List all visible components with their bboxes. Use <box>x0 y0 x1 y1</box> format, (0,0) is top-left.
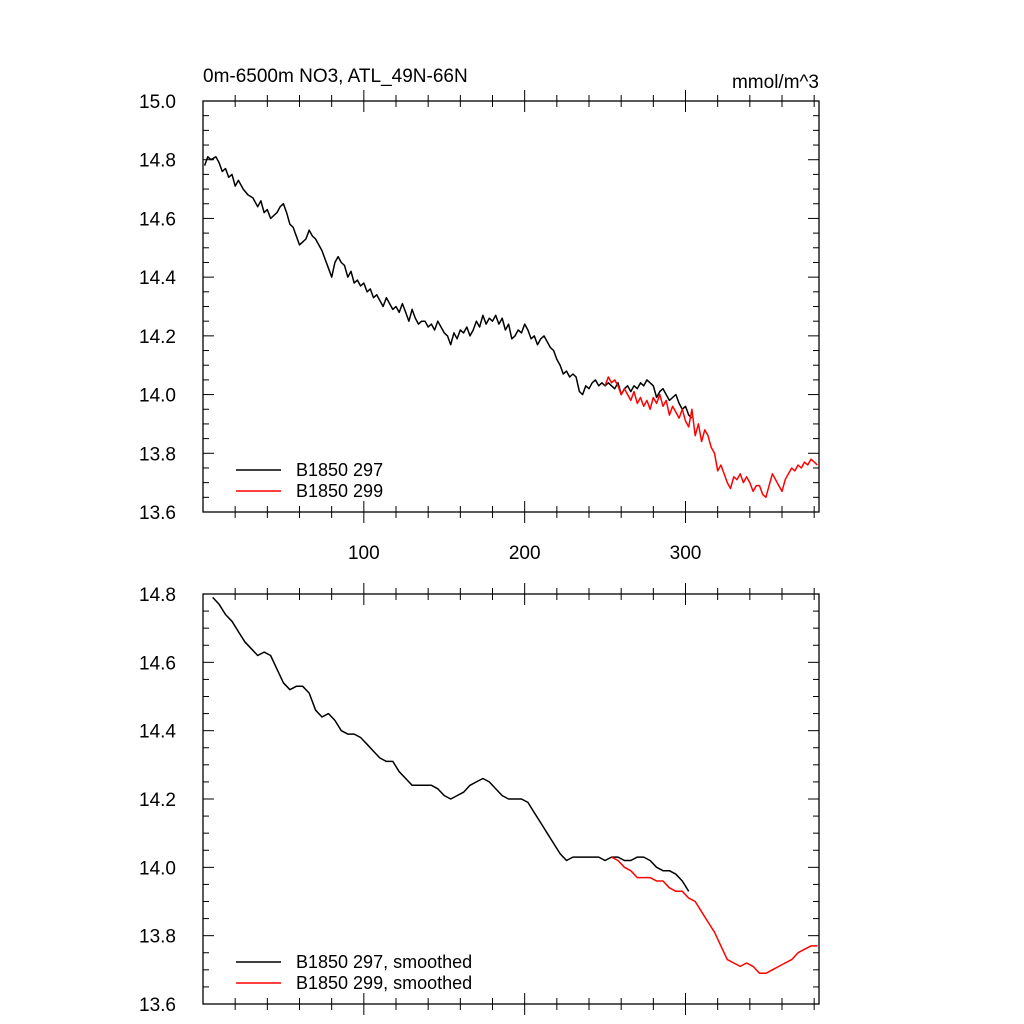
top-title-left: 0m-6500m NO3, ATL_49N-66N <box>203 66 468 87</box>
bottom-ticks: 13.6 13.8 14.0 14.2 14.4 14.6 14.8 <box>139 583 819 1016</box>
top-x-tick-label: 300 <box>670 543 702 564</box>
bottom-y-tick-label: 14.8 <box>139 585 176 606</box>
bottom-plot-frame <box>202 593 820 1005</box>
top-series-lines <box>203 156 818 499</box>
top-y-tick-label: 14.6 <box>139 209 176 230</box>
top-legend-label-2: B1850 299 <box>296 481 383 501</box>
top-y-tick-label: 14.2 <box>139 327 176 348</box>
bottom-y-tick-label: 13.6 <box>139 995 176 1016</box>
bottom-panel: 13.6 13.8 14.0 14.2 14.4 14.6 14.8 B1850 297, … <box>139 583 820 1016</box>
bottom-y-tick-label: 13.8 <box>139 927 176 948</box>
top-y-tick-label: 14.8 <box>139 151 176 172</box>
bottom-series-2-line <box>611 856 818 975</box>
top-legend-label-1: B1850 297 <box>296 460 383 480</box>
bottom-series-1-line <box>212 596 690 892</box>
bottom-y-tick-label: 14.0 <box>139 858 176 879</box>
top-series-1-line <box>203 156 693 419</box>
bottom-y-tick-label: 14.6 <box>139 653 176 674</box>
top-x-tick-label: 100 <box>348 543 380 564</box>
bottom-legend-label-2: B1850 299, smoothed <box>296 973 472 993</box>
top-y-tick-label: 14.0 <box>139 386 176 407</box>
top-y-tick-label: 15.0 <box>139 92 176 113</box>
top-y-tick-label: 13.6 <box>139 503 176 524</box>
top-series-2-line <box>604 376 818 499</box>
bottom-y-tick-label: 14.4 <box>139 722 176 743</box>
top-title-units: mmol/m^3 <box>732 72 819 93</box>
top-x-tick-label: 200 <box>509 543 541 564</box>
bottom-series-lines <box>212 596 818 975</box>
bottom-y-tick-label: 14.2 <box>139 790 176 811</box>
top-plot-frame <box>202 100 820 513</box>
top-y-tick-label: 13.8 <box>139 444 176 465</box>
top-ticks: 13.6 13.8 14.0 14.2 14.4 14.6 14.8 15.0 100 200 30… <box>139 90 819 564</box>
top-y-tick-label: 14.4 <box>139 268 176 289</box>
bottom-legend-label-1: B1850 297, smoothed <box>296 952 472 972</box>
top-panel: 0m-6500m NO3, ATL_49N-66N mmol/m^3 13.61… <box>139 66 820 564</box>
